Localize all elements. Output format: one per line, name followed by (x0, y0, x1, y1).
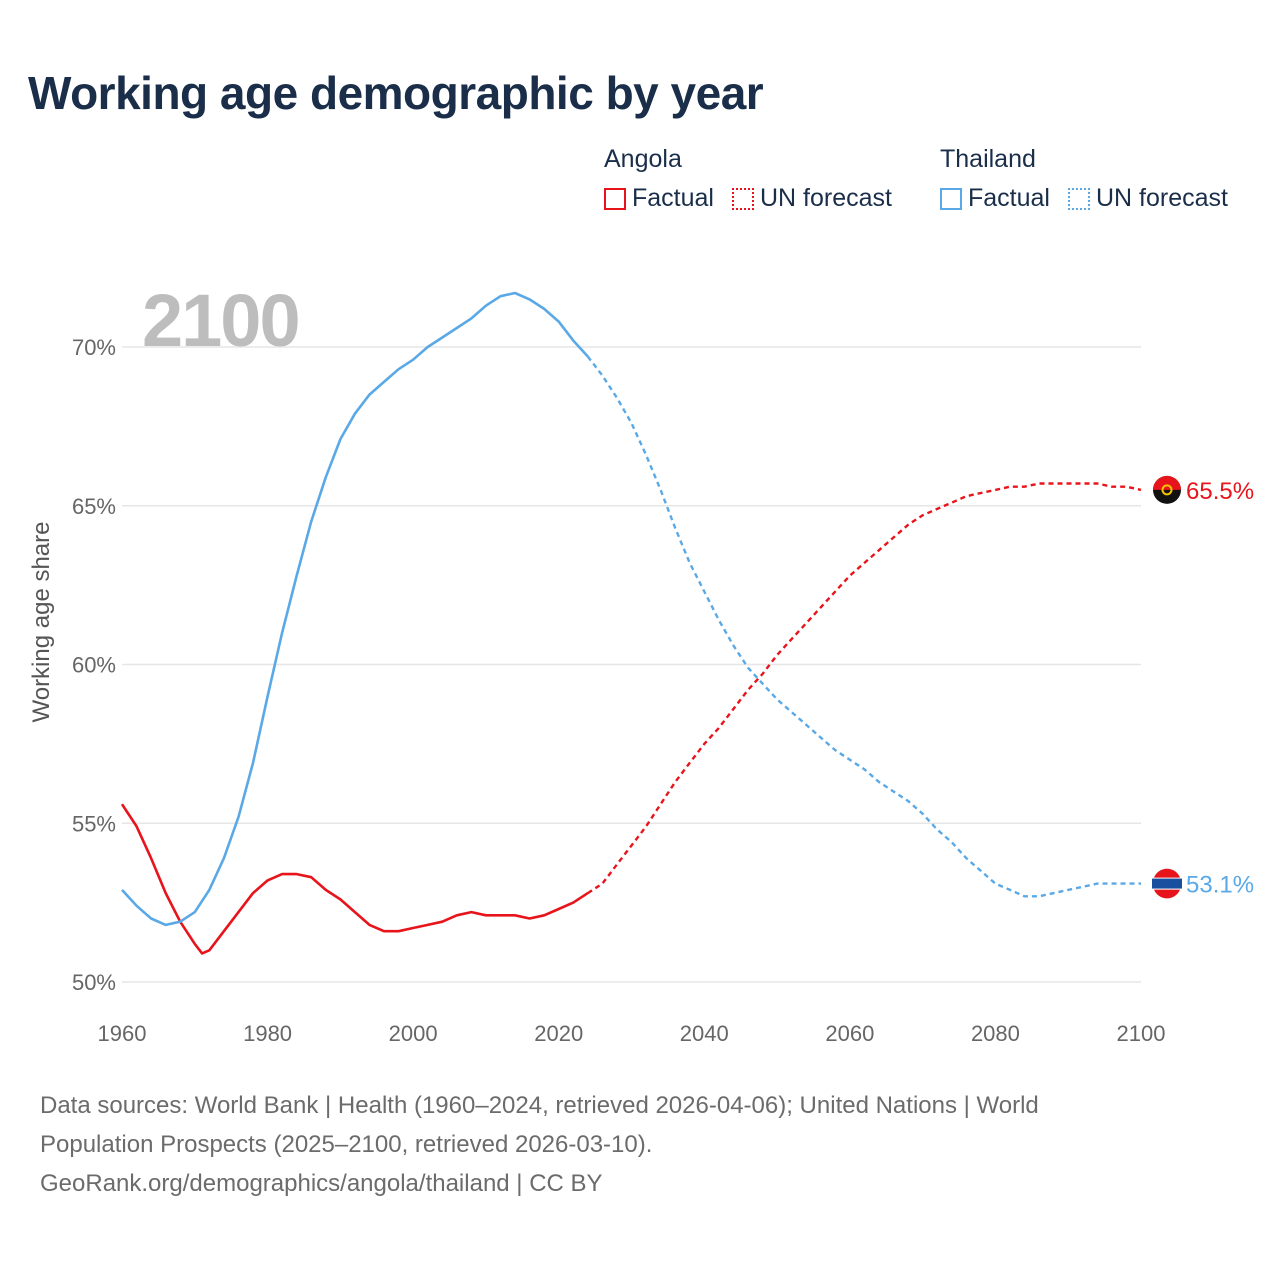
x-tick-label: 2080 (971, 1021, 1020, 1046)
legend-group-angola: Angola Factual UN forecast (604, 142, 910, 213)
thailand-flag-top (1154, 868, 1180, 878)
x-tick-label: 1980 (243, 1021, 292, 1046)
x-tick-label: 2000 (389, 1021, 438, 1046)
chart-title: Working age demographic by year (28, 67, 764, 119)
legend-thailand-forecast[interactable]: UN forecast (1067, 184, 1228, 213)
series-line-angola-factual (120, 803, 589, 955)
series-line-thailand-forecast (586, 355, 1141, 898)
legend-label: Factual (968, 184, 1050, 212)
legend-swatch-solid (940, 187, 962, 210)
legend-label: UN forecast (1095, 184, 1228, 212)
legend-swatch-dotted (1067, 187, 1090, 210)
legend-group-name: Thailand (940, 145, 1036, 173)
footer-sources: Data sources: World Bank | Health (1960–… (40, 1086, 1240, 1203)
legend-label: UN forecast (759, 184, 892, 212)
x-tick-label: 2100 (1117, 1021, 1166, 1046)
y-tick-label: 60% (72, 653, 116, 678)
x-tick-label: 2060 (825, 1021, 874, 1046)
x-tick-label: 1960 (98, 1021, 147, 1046)
legend-group-name: Angola (604, 145, 682, 173)
legend-group-thailand: Thailand Factual UN forecast (940, 142, 1246, 213)
legend-angola-factual[interactable]: Factual (604, 184, 714, 213)
angola-flag-emblem (1161, 484, 1173, 496)
end-label-angola: 65.5% (1186, 478, 1254, 505)
legend-label: Factual (632, 184, 714, 212)
year-watermark: 2100 (142, 279, 301, 362)
footer-line: Population Prospects (2025–2100, retriev… (40, 1131, 653, 1158)
y-tick-label: 55% (72, 811, 116, 836)
series-line-angola-forecast (587, 482, 1142, 895)
legend-swatch-solid (604, 187, 626, 210)
y-axis-label: Working age share (28, 521, 55, 723)
y-tick-label: 50% (72, 970, 116, 995)
end-label-thailand: 53.1% (1186, 872, 1254, 899)
legend-swatch-dotted (731, 187, 754, 210)
legend-thailand-factual[interactable]: Factual (940, 184, 1050, 213)
x-tick-label: 2040 (680, 1021, 729, 1046)
angola-flag-top (1153, 475, 1181, 490)
thailand-flag-bottom (1154, 889, 1180, 899)
thailand-flag-band (1152, 878, 1182, 889)
x-tick-label: 2020 (534, 1021, 583, 1046)
y-tick-label: 70% (72, 335, 116, 360)
footer-link[interactable]: GeoRank.org/demographics/angola/thailand… (40, 1170, 603, 1197)
legend-angola-forecast[interactable]: UN forecast (731, 184, 892, 213)
series-line-thailand-factual (121, 291, 589, 927)
y-tick-label: 65% (72, 494, 116, 519)
footer-line: Data sources: World Bank | Health (1960–… (40, 1092, 1039, 1119)
